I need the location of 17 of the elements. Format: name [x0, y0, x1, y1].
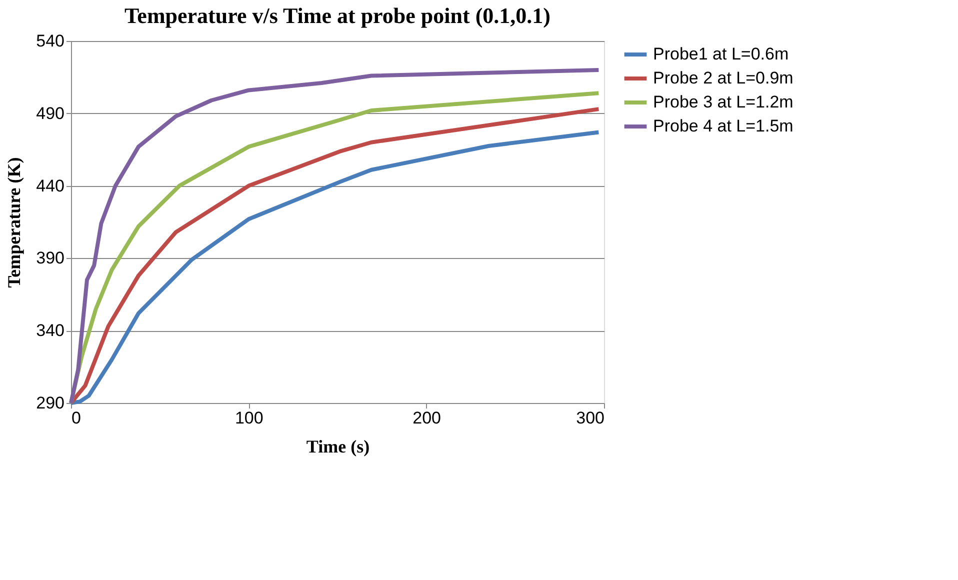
y-tick-label: 390 [36, 248, 64, 268]
x-tick-label: 300 [576, 408, 604, 428]
y-tick-label: 290 [36, 394, 64, 412]
legend-label: Probe 3 at L=1.2m [653, 92, 794, 112]
legend-label: Probe 4 at L=1.5m [653, 116, 794, 136]
x-tick-label: 0 [72, 408, 81, 428]
x-tick-label: 200 [412, 408, 442, 428]
chart-title: Temperature v/s Time at probe point (0.1,0.1) [124, 3, 550, 28]
y-tick-label: 440 [36, 176, 64, 196]
y-tick-label: 540 [36, 32, 64, 50]
legend-label: Probe 2 at L=0.9m [653, 68, 794, 88]
x-axis-title: Time (s) [306, 436, 370, 456]
y-tick-label: 490 [36, 104, 64, 123]
y-axis-title: Temperature (K) [4, 157, 24, 288]
y-tick-label: 340 [36, 321, 64, 340]
legend-label: Probe1 at L=0.6m [653, 44, 789, 64]
x-tick-label: 100 [234, 408, 264, 428]
